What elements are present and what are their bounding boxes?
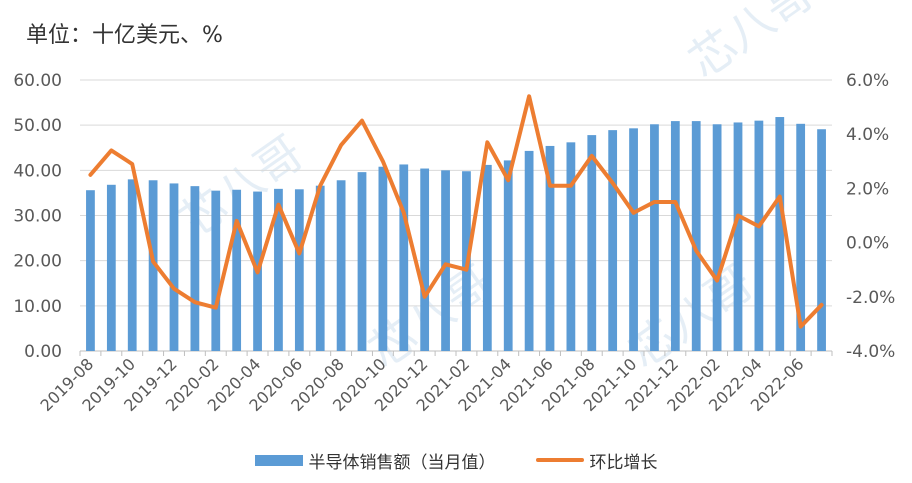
bar	[775, 117, 785, 351]
bar	[608, 130, 618, 351]
left-axis-tick-label: 20.00	[13, 252, 62, 272]
bar	[211, 190, 221, 351]
left-axis-tick-label: 10.00	[13, 297, 62, 317]
legend-bar-swatch	[254, 454, 303, 466]
left-axis-tick-label: 50.00	[13, 116, 62, 136]
bar	[232, 189, 242, 351]
bar	[315, 185, 325, 351]
bar	[545, 145, 555, 351]
bar	[524, 150, 534, 351]
legend-line-swatch	[535, 458, 584, 462]
bar	[754, 120, 764, 352]
bar	[274, 188, 283, 351]
bar	[503, 160, 513, 351]
legend-item-line: 环比增长	[535, 448, 658, 473]
legend-line-label: 环比增长	[589, 452, 658, 473]
bar	[336, 180, 346, 351]
line-series	[88, 94, 824, 329]
bar	[629, 128, 638, 351]
bar	[566, 142, 576, 351]
bar	[148, 180, 158, 351]
bar	[127, 179, 137, 351]
bar	[106, 184, 116, 351]
bar	[650, 124, 659, 351]
bar	[357, 172, 367, 351]
bar	[420, 168, 430, 351]
bar	[712, 124, 722, 351]
bar	[169, 183, 179, 351]
bar	[86, 190, 95, 351]
right-axis-tick-label: -2.0%	[846, 288, 895, 308]
legend: 半导体销售额（当月值） 环比增长	[0, 446, 912, 474]
bar	[294, 189, 304, 351]
bar	[733, 122, 743, 351]
bar	[587, 135, 597, 351]
left-axis-tick-label: 0.00	[24, 342, 62, 362]
bar	[670, 121, 680, 351]
bar	[817, 129, 826, 351]
left-axis-tick-label: 40.00	[13, 161, 62, 181]
growth-line	[88, 94, 824, 329]
bar	[482, 164, 492, 351]
right-axis-tick-label: 6.0%	[846, 71, 889, 91]
bar	[796, 123, 806, 351]
right-axis-tick-label: -4.0%	[846, 342, 895, 362]
legend-bar-label: 半导体销售额（当月值）	[308, 452, 496, 473]
bar	[441, 170, 450, 351]
bar	[399, 164, 409, 351]
x-axis: 2019-082019-102019-122020-022020-042020-…	[37, 351, 833, 415]
watermark-text: 芯八哥	[679, 0, 823, 89]
right-axis-ticks: -4.0% -2.0% 0.0% 2.0% 4.0% 6.0%	[846, 71, 895, 362]
bar	[190, 186, 200, 351]
left-axis-ticks: 0.00 10.00 20.00 30.00 40.00 50.00 60.00	[13, 71, 62, 362]
right-axis-tick-label: 2.0%	[846, 179, 889, 199]
legend-item-bar: 半导体销售额（当月值）	[254, 448, 496, 473]
bar	[691, 121, 701, 351]
unit-label: 单位：十亿美元、%	[26, 23, 223, 48]
bar	[378, 166, 388, 351]
right-axis-tick-label: 0.0%	[846, 234, 889, 254]
right-axis-tick-label: 4.0%	[846, 125, 889, 145]
left-axis-tick-label: 60.00	[13, 71, 62, 91]
left-axis-tick-label: 30.00	[13, 207, 62, 227]
